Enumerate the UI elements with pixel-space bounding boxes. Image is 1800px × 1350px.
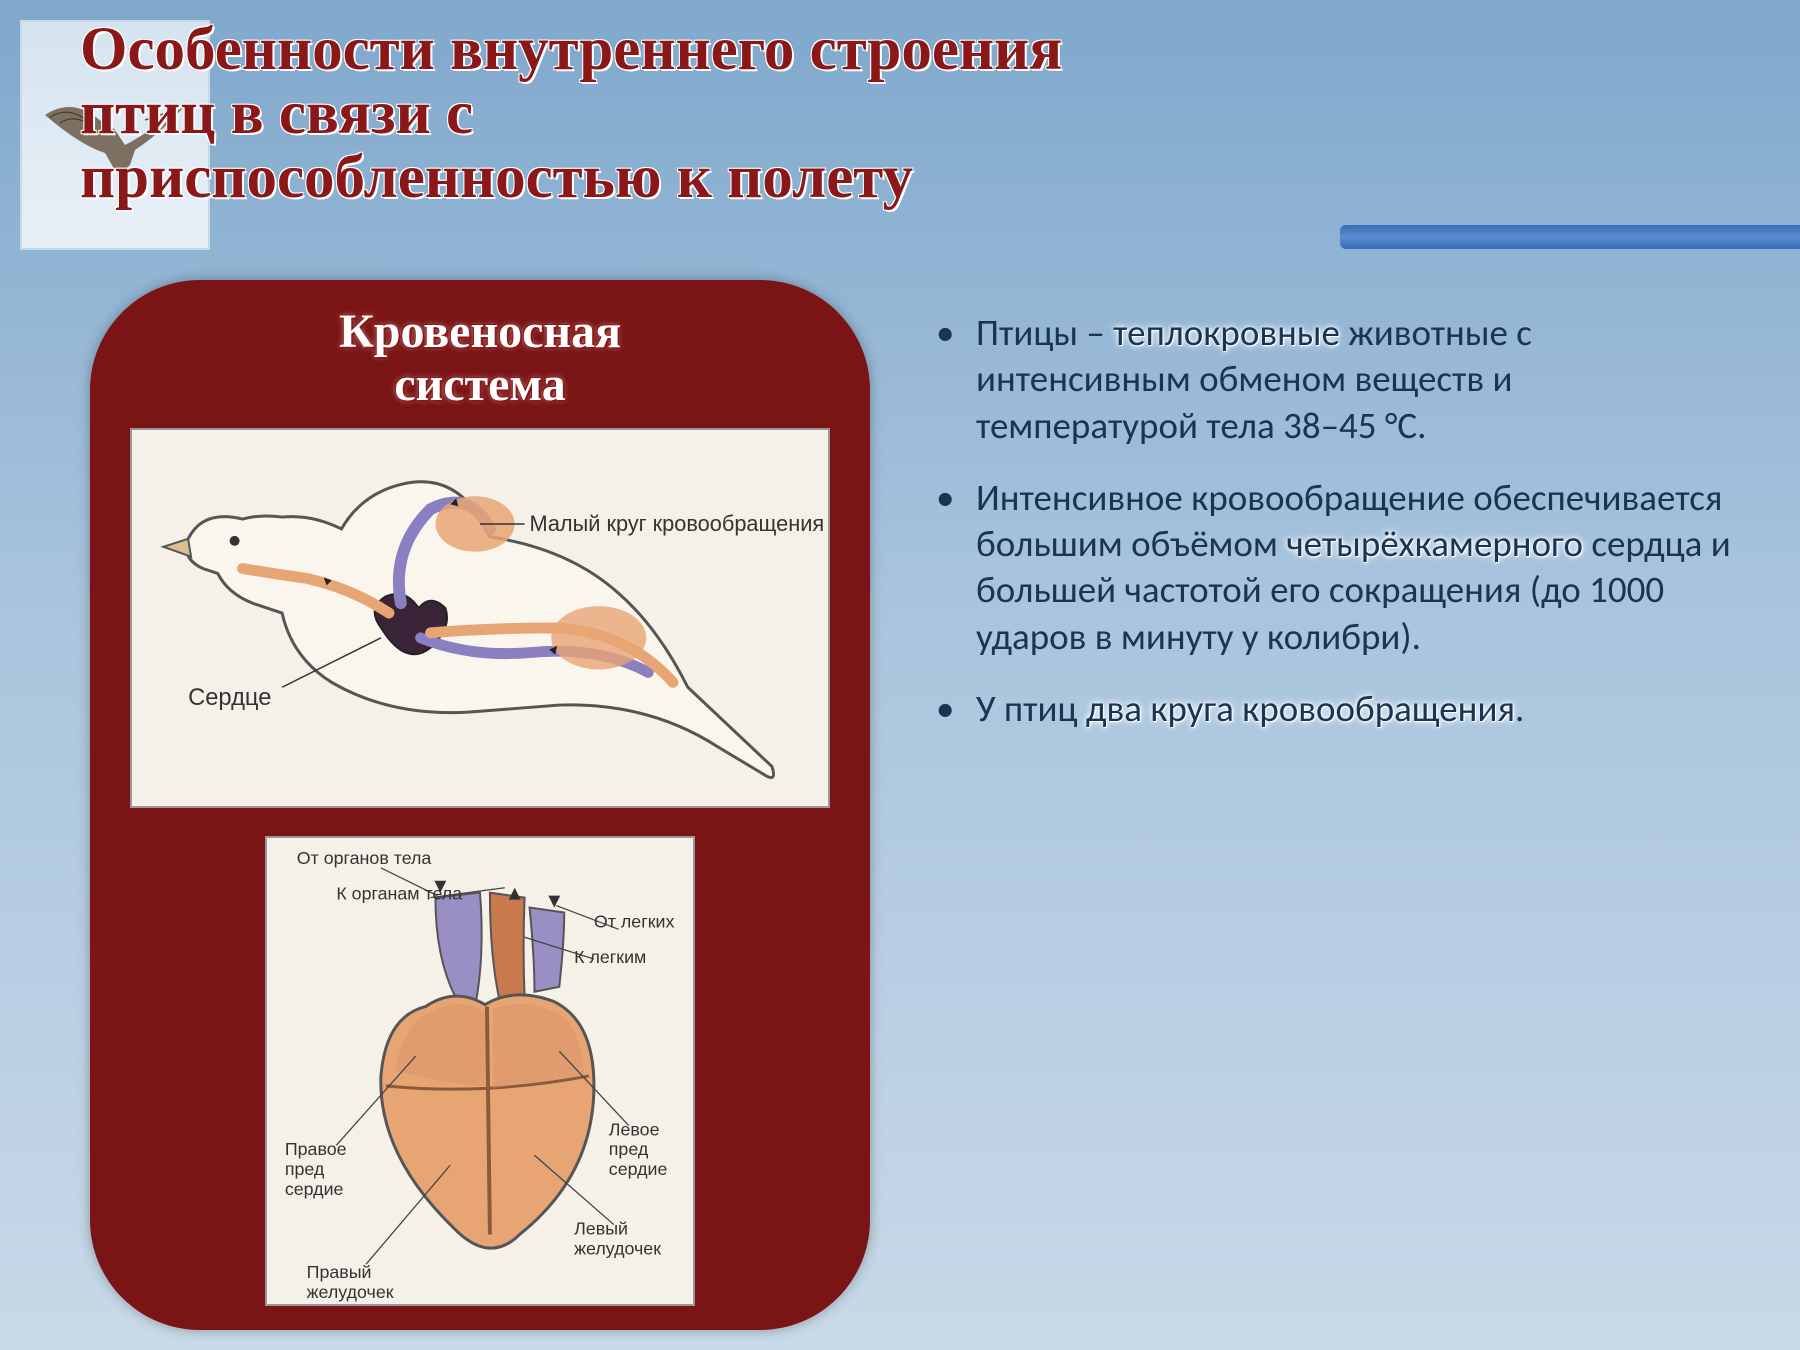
title-line-2: птиц в связи с xyxy=(80,82,1770,146)
accent-bar xyxy=(1340,225,1800,249)
bullet-2-glow: четырёхкамерного xyxy=(1286,521,1583,566)
bullet-list: Птицы – теплокровные животные с интенсив… xyxy=(920,310,1740,758)
heart-label-ra-3: сердие xyxy=(285,1178,344,1198)
bullet-item-2: Интенсивное кровообращение обеспечиваетс… xyxy=(920,475,1740,660)
heart-label-la-1: Левое xyxy=(609,1119,660,1139)
heart-label-rv-2: желудочек xyxy=(307,1281,394,1301)
heart-label-to-body: К органам тела xyxy=(336,883,462,903)
bullet-3-glow: два круга кровообращения xyxy=(1086,686,1515,731)
heart-diagram: От органов тела К органам тела От легких… xyxy=(265,836,695,1306)
heart-label-from-body: От органов тела xyxy=(297,848,432,868)
bullet-3-pre: У птиц xyxy=(976,686,1086,731)
bullet-3-post: . xyxy=(1515,686,1524,731)
bird-label-heart: Сердце xyxy=(188,685,271,711)
heart-label-ra-2: пред xyxy=(285,1159,325,1179)
bullet-item-1: Птицы – теплокровные животные с интенсив… xyxy=(920,310,1740,449)
heart-label-to-lungs: К легким xyxy=(574,947,646,967)
subtitle-line-1: Кровеносная xyxy=(339,305,621,358)
heart-label-from-lungs: От легких xyxy=(594,911,675,931)
heart-label-ra-1: Правое xyxy=(285,1139,347,1159)
title-line-1: Особенности внутреннего строения xyxy=(80,18,1770,82)
bird-circulation-diagram: Сердце Малый круг кровообращения xyxy=(130,428,830,808)
bullet-item-3: У птиц два круга кровообращения. xyxy=(920,686,1740,732)
heart-label-la-2: пред xyxy=(609,1139,649,1159)
title-line-3: приспособленностью к полету xyxy=(80,146,1770,210)
content-card: Кровеносная система Сердце xyxy=(90,280,870,1330)
heart-label-lv-2: желудочек xyxy=(574,1238,661,1258)
heart-label-lv-1: Левый xyxy=(574,1218,628,1238)
bullet-1-pre: Птицы – xyxy=(976,310,1113,355)
card-subtitle: Кровеносная система xyxy=(120,306,840,412)
bird-label-pulmonary: Малый круг кровообращения xyxy=(529,511,824,536)
slide-title: Особенности внутреннего строения птиц в … xyxy=(80,18,1770,210)
heart-label-rv-1: Правый xyxy=(307,1262,372,1282)
heart-label-la-3: сердие xyxy=(609,1159,668,1179)
subtitle-line-2: система xyxy=(394,358,566,411)
bullet-1-glow: теплокровные xyxy=(1113,310,1340,355)
